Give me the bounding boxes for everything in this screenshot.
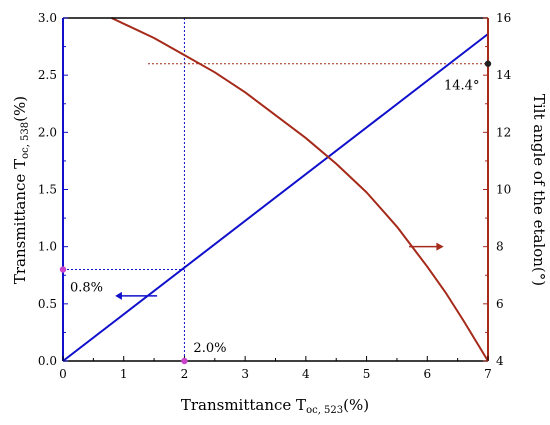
x-tick-label: 6 — [423, 367, 431, 381]
tilt-angle-curve — [111, 17, 489, 362]
series-layer — [62, 17, 489, 362]
y-left-axis-title-unit: (%) — [11, 96, 29, 122]
x-tick-label: 2 — [181, 367, 189, 381]
x-axis-title-unit: (%) — [343, 396, 369, 414]
marker-14.4 — [484, 60, 492, 67]
y-left-tick-label: 2.0 — [38, 125, 57, 139]
x-tick-label: 1 — [120, 367, 128, 381]
marker-0.8 — [59, 266, 67, 273]
y-left-tick-label: 1.0 — [38, 240, 57, 254]
y-right-tick-label: 4 — [496, 354, 504, 368]
y-left-tick-label: 0.0 — [38, 354, 57, 368]
y-left-tick-label: 2.5 — [38, 68, 57, 82]
y-right-tick-label: 6 — [496, 297, 504, 311]
y-right-axis-title: Tilt angle of the etalon(°) — [530, 94, 548, 286]
arrow-left-head — [115, 291, 122, 300]
plot-frame — [62, 17, 489, 362]
x-tick-label: 3 — [241, 367, 249, 381]
y-right-tick-label: 10 — [496, 183, 511, 197]
x-tick-label: 4 — [302, 367, 310, 381]
annotation-2.0: 2.0% — [193, 341, 226, 356]
annotation-layer: 0.8% 2.0% 14.4° — [59, 60, 492, 365]
y-left-tick-label: 1.5 — [38, 183, 57, 197]
annotation-14.4: 14.4° — [444, 79, 479, 94]
marker-2.0 — [181, 357, 188, 365]
y-right-tick-label: 14 — [496, 68, 512, 82]
x-axis-title-sub: oc, 523 — [306, 405, 343, 416]
annotation-0.8: 0.8% — [70, 281, 103, 296]
y-left-tick-label: 3.0 — [38, 11, 57, 25]
x-tick-label: 7 — [484, 367, 492, 381]
transmittance-line — [62, 33, 489, 362]
y-left-tick-label: 0.5 — [38, 297, 57, 311]
y-right-tick-label: 16 — [496, 11, 511, 25]
y-left-axis-title-sub: oc, 538 — [20, 122, 31, 159]
x-tick-label: 5 — [363, 367, 371, 381]
arrow-right-head — [436, 242, 444, 251]
y-right-tick-label: 8 — [496, 240, 504, 254]
x-tick-label: 0 — [59, 367, 67, 381]
guide-lines — [63, 18, 488, 361]
y-right-tick-label: 12 — [496, 125, 511, 139]
x-axis-title: Transmittance Toc, 523(%) — [181, 396, 369, 416]
y-left-axis-title: Transmittance Toc, 538(%) — [11, 96, 31, 284]
